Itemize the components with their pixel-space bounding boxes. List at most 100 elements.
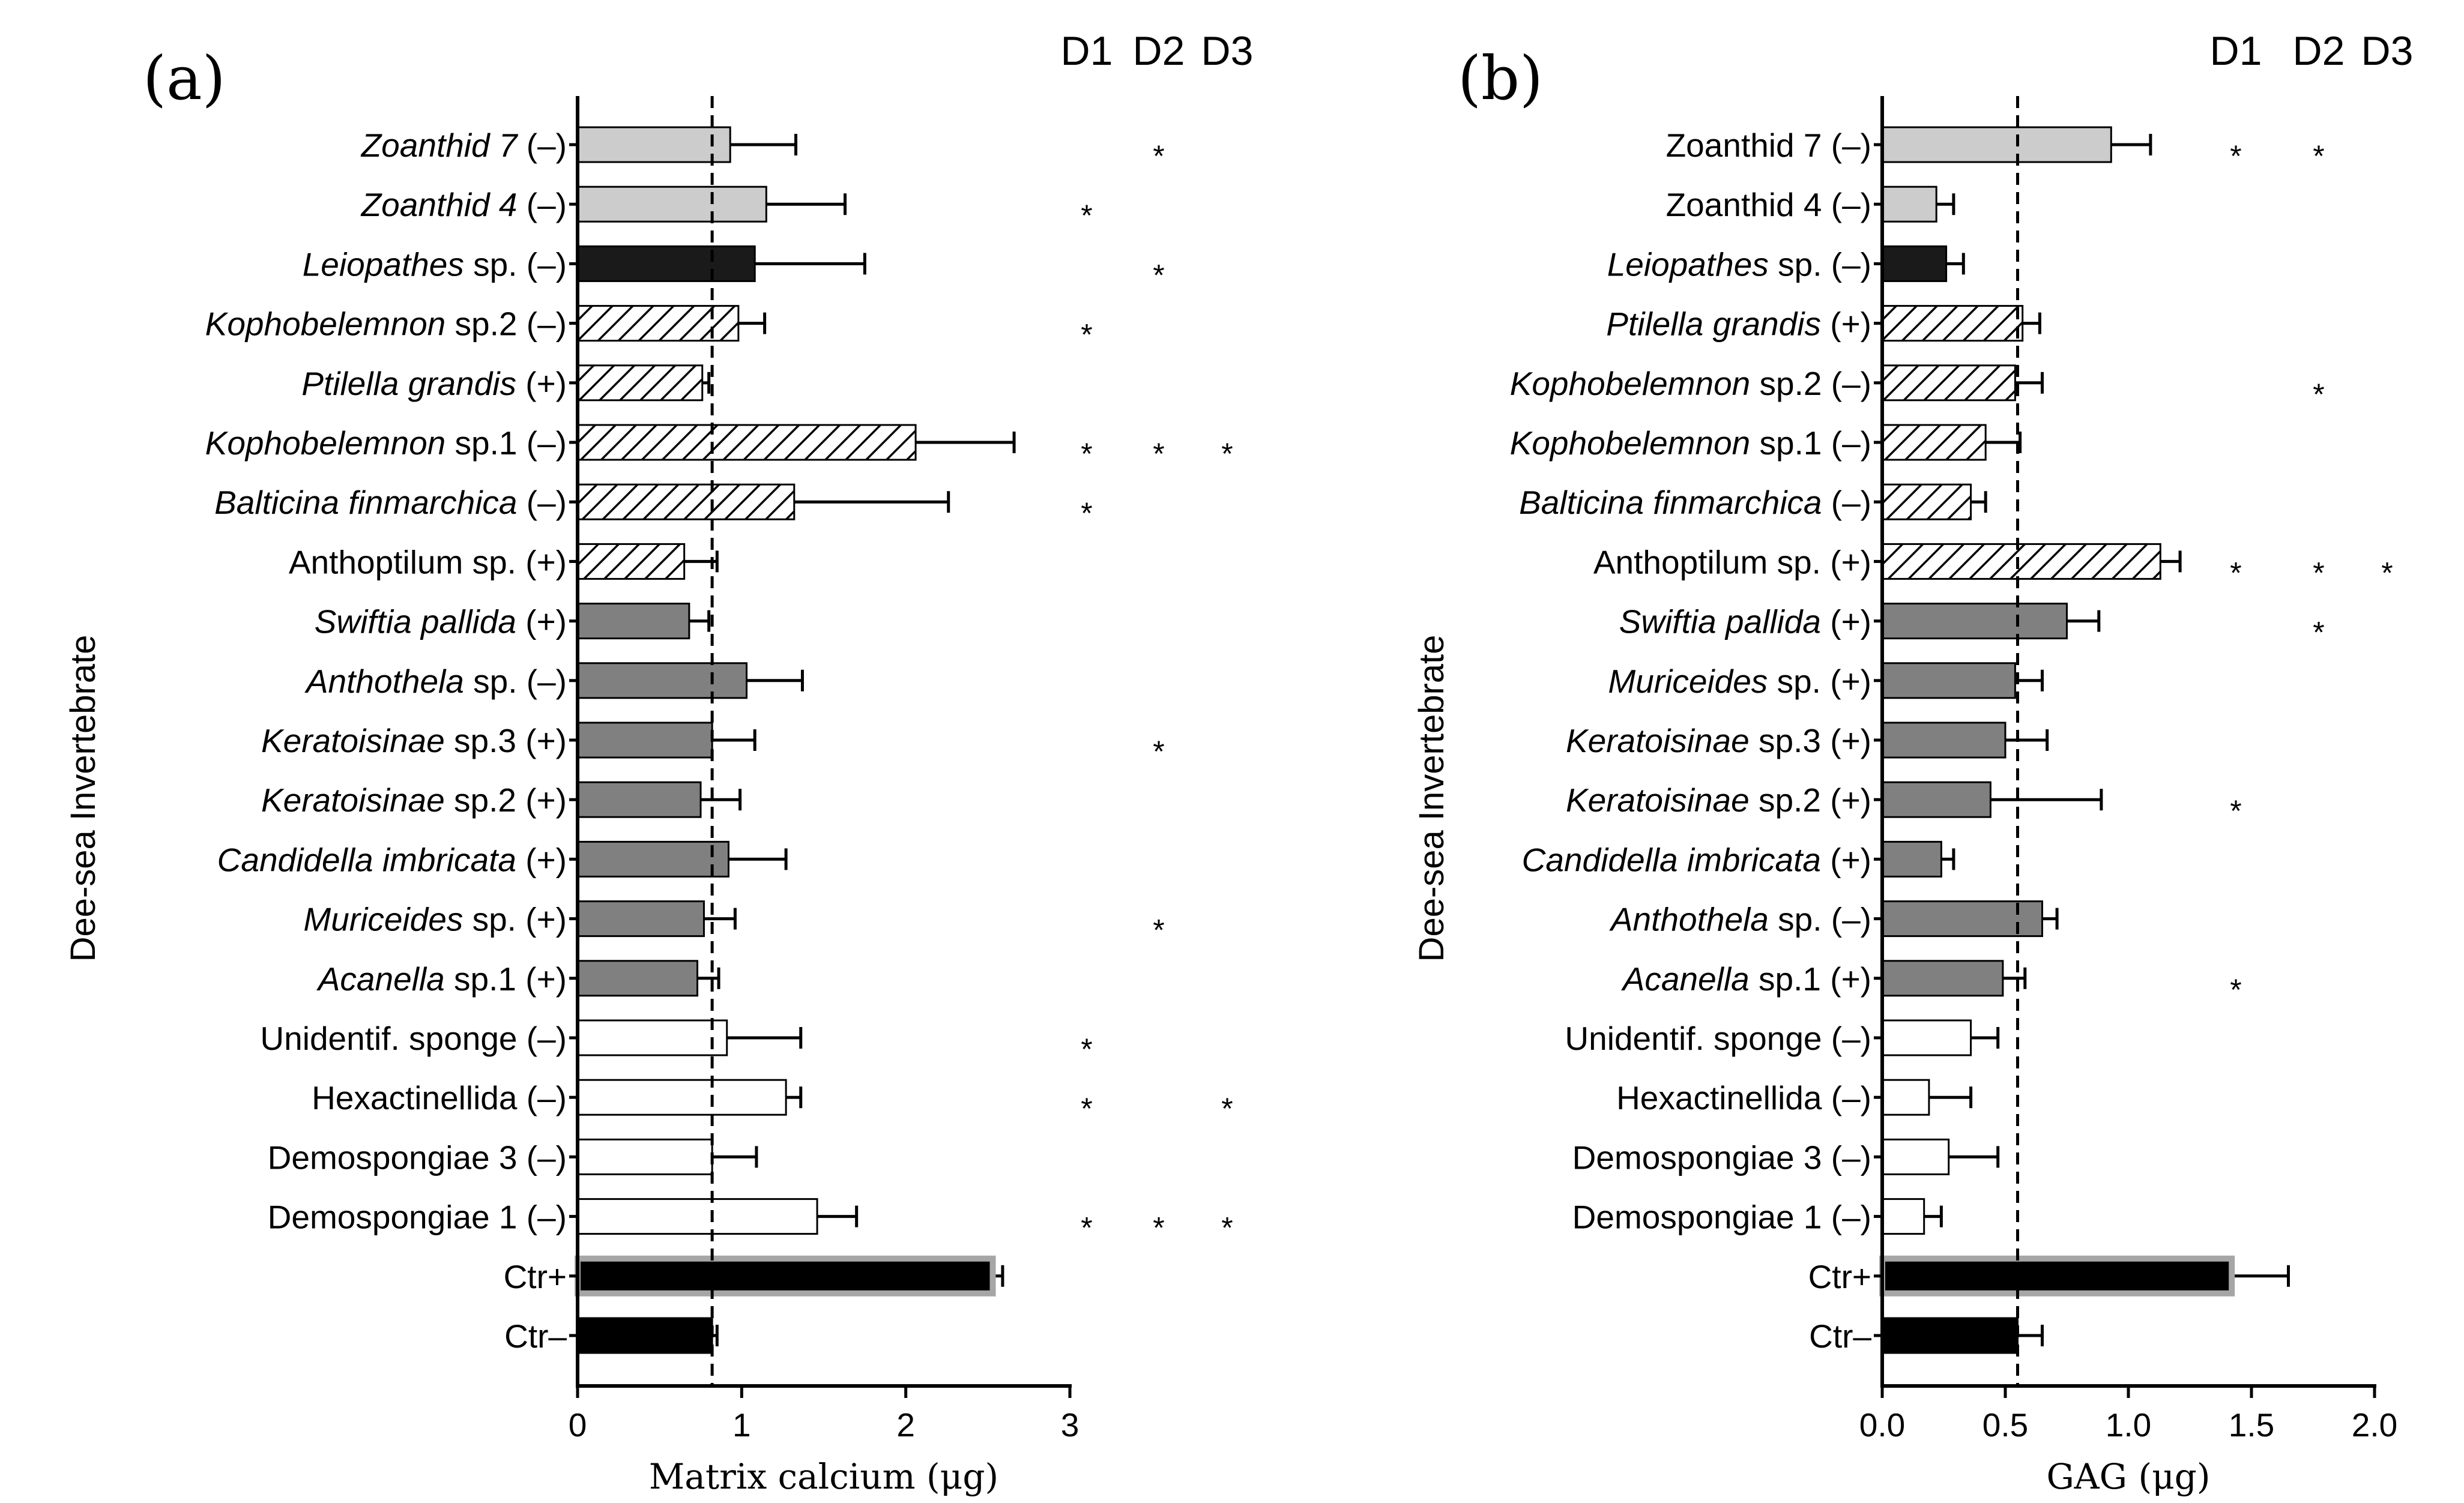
column-header-d3: D3	[1201, 28, 1254, 74]
x-tick-label: 2	[896, 1406, 915, 1444]
category-label: Candidella imbricata (+)	[1522, 841, 1871, 878]
bar	[576, 1317, 713, 1354]
significance-star: *	[1081, 1211, 1092, 1245]
bar	[576, 662, 748, 699]
bar	[576, 721, 713, 759]
bar	[576, 543, 686, 580]
bar-row: Kophobelemnon sp.2 (–) *	[205, 305, 1093, 352]
bar-row: Kophobelemnon sp.1 (–)	[1510, 424, 2022, 462]
x-axis-label: Matrix calcium (μg)	[649, 1456, 998, 1497]
bar-row: Anthothela sp. (–)	[1609, 900, 2059, 938]
bar-row: Demospongiae 1 (–) * * *	[268, 1198, 1233, 1245]
category-label: Anthothela sp. (–)	[304, 663, 567, 700]
category-label: Acanella sp.1 (+)	[316, 960, 567, 998]
x-tick-label: 2.0	[2352, 1406, 2397, 1444]
category-label: Hexactinellida (–)	[312, 1079, 567, 1116]
bar-row: Ctr+	[504, 1255, 1004, 1297]
bar	[575, 1255, 996, 1297]
significance-star: *	[1221, 1211, 1233, 1245]
bar	[1881, 1138, 1950, 1175]
column-header-d3: D3	[2361, 28, 2414, 74]
category-label: Anthoptilum sp. (+)	[1593, 543, 1871, 580]
bar	[576, 245, 756, 282]
category-label: Kophobelemnon sp.1 (–)	[1510, 424, 1871, 462]
category-label: Keratoisinae sp.2 (+)	[261, 782, 567, 819]
significance-star: *	[2381, 556, 2393, 589]
bar	[576, 960, 699, 997]
bar-row: Leiopathes sp. (–) *	[303, 245, 1165, 292]
panel-b-gag: (b) D1 D2 D3 Dee-sea Invertebrate Zoanthid 7 …	[1412, 28, 2413, 1497]
bar-row: Zoanthid 7 (–) * *	[1666, 126, 2325, 173]
significance-star: *	[1153, 914, 1164, 947]
significance-star: *	[2230, 556, 2241, 589]
bar-row: Demospongiae 1 (–)	[1572, 1198, 1943, 1236]
bar	[1881, 126, 2112, 163]
category-label: Zoanthid 7 (–)	[1666, 127, 1871, 164]
category-label: Kophobelemnon sp.2 (–)	[205, 306, 567, 343]
category-label: Ctr–	[504, 1318, 567, 1355]
bar-row: Zoanthid 7 (–) *	[360, 126, 1165, 173]
bar	[576, 483, 796, 520]
category-label: Anthoptilum sp. (+)	[289, 543, 567, 580]
bar-row: Zoanthid 4 (–)	[1666, 185, 1955, 223]
column-header-d1: D1	[1061, 28, 1113, 74]
category-label: Ptilella grandis (+)	[1606, 306, 1871, 343]
bar	[1881, 305, 2024, 342]
bar-row: Unidentif. sponge (–) *	[260, 1019, 1093, 1066]
significance-star: *	[1081, 1092, 1092, 1125]
bar	[576, 424, 917, 461]
bar	[1881, 721, 2007, 759]
bar	[1881, 1019, 1972, 1056]
significance-star: *	[1221, 1092, 1233, 1125]
significance-star: *	[1153, 1211, 1164, 1245]
bar	[576, 185, 767, 223]
bar-row: Keratoisinae sp.2 (+)	[261, 781, 742, 819]
bar-row: Candidella imbricata (+)	[1522, 840, 1955, 878]
significance-star: *	[2230, 973, 2241, 1007]
category-label: Zoanthid 4 (–)	[1666, 186, 1871, 223]
bar-row: Muriceides sp. (+) *	[303, 900, 1165, 947]
bar	[576, 1138, 713, 1175]
significance-star: *	[2313, 616, 2324, 649]
category-label: Leiopathes sp. (–)	[1607, 245, 1871, 283]
bar	[1879, 1255, 2235, 1297]
y-axis-label: Dee-sea Invertebrate	[1412, 635, 1451, 962]
x-tick-label: 0.0	[1859, 1406, 1905, 1444]
bar-row: Anthoptilum sp. (+)	[289, 543, 719, 580]
panel-label: (b)	[1458, 43, 1543, 113]
bar	[1881, 1198, 1925, 1235]
bar	[1881, 424, 1987, 461]
bar	[1881, 960, 2004, 997]
x-tick-label: 3	[1061, 1406, 1080, 1444]
significance-star: *	[1153, 139, 1164, 173]
bar-row: Keratoisinae sp.3 (+) *	[261, 721, 1165, 768]
bar-row: Ctr–	[1809, 1317, 2044, 1355]
significance-star: *	[1153, 437, 1164, 471]
column-header-d2: D2	[1133, 28, 1185, 74]
bar-row: Muriceides sp. (+)	[1608, 662, 2044, 700]
significance-star: *	[2230, 139, 2241, 173]
bar-row: Ptilella grandis (+)	[301, 364, 711, 402]
category-label: Kophobelemnon sp.1 (–)	[205, 424, 567, 462]
bar	[1881, 662, 2016, 699]
category-label: Ctr–	[1809, 1318, 1871, 1355]
category-label: Demospongiae 3 (–)	[1572, 1139, 1871, 1176]
bar	[576, 305, 740, 342]
category-label: Leiopathes sp. (–)	[303, 245, 567, 283]
category-label: Unidentif. sponge (–)	[1565, 1020, 1871, 1057]
category-label: Unidentif. sponge (–)	[260, 1020, 567, 1057]
bar-row: Swiftia pallida (+) *	[1619, 603, 2325, 649]
bar-row: Ctr+	[1808, 1255, 2290, 1297]
significance-star: *	[1221, 437, 1233, 471]
significance-star: *	[1081, 199, 1092, 232]
significance-star: *	[1081, 437, 1092, 471]
bar	[1881, 245, 1948, 282]
bar-row: Kophobelemnon sp.1 (–) * * *	[205, 424, 1233, 471]
bar	[1881, 900, 2043, 938]
category-label: Ctr+	[504, 1258, 567, 1295]
bar	[576, 603, 690, 640]
bar-row: Demospongiae 3 (–)	[1572, 1138, 2000, 1176]
bar	[1881, 1317, 2019, 1354]
x-tick-label: 1.5	[2229, 1406, 2274, 1444]
bar	[1881, 603, 2068, 640]
